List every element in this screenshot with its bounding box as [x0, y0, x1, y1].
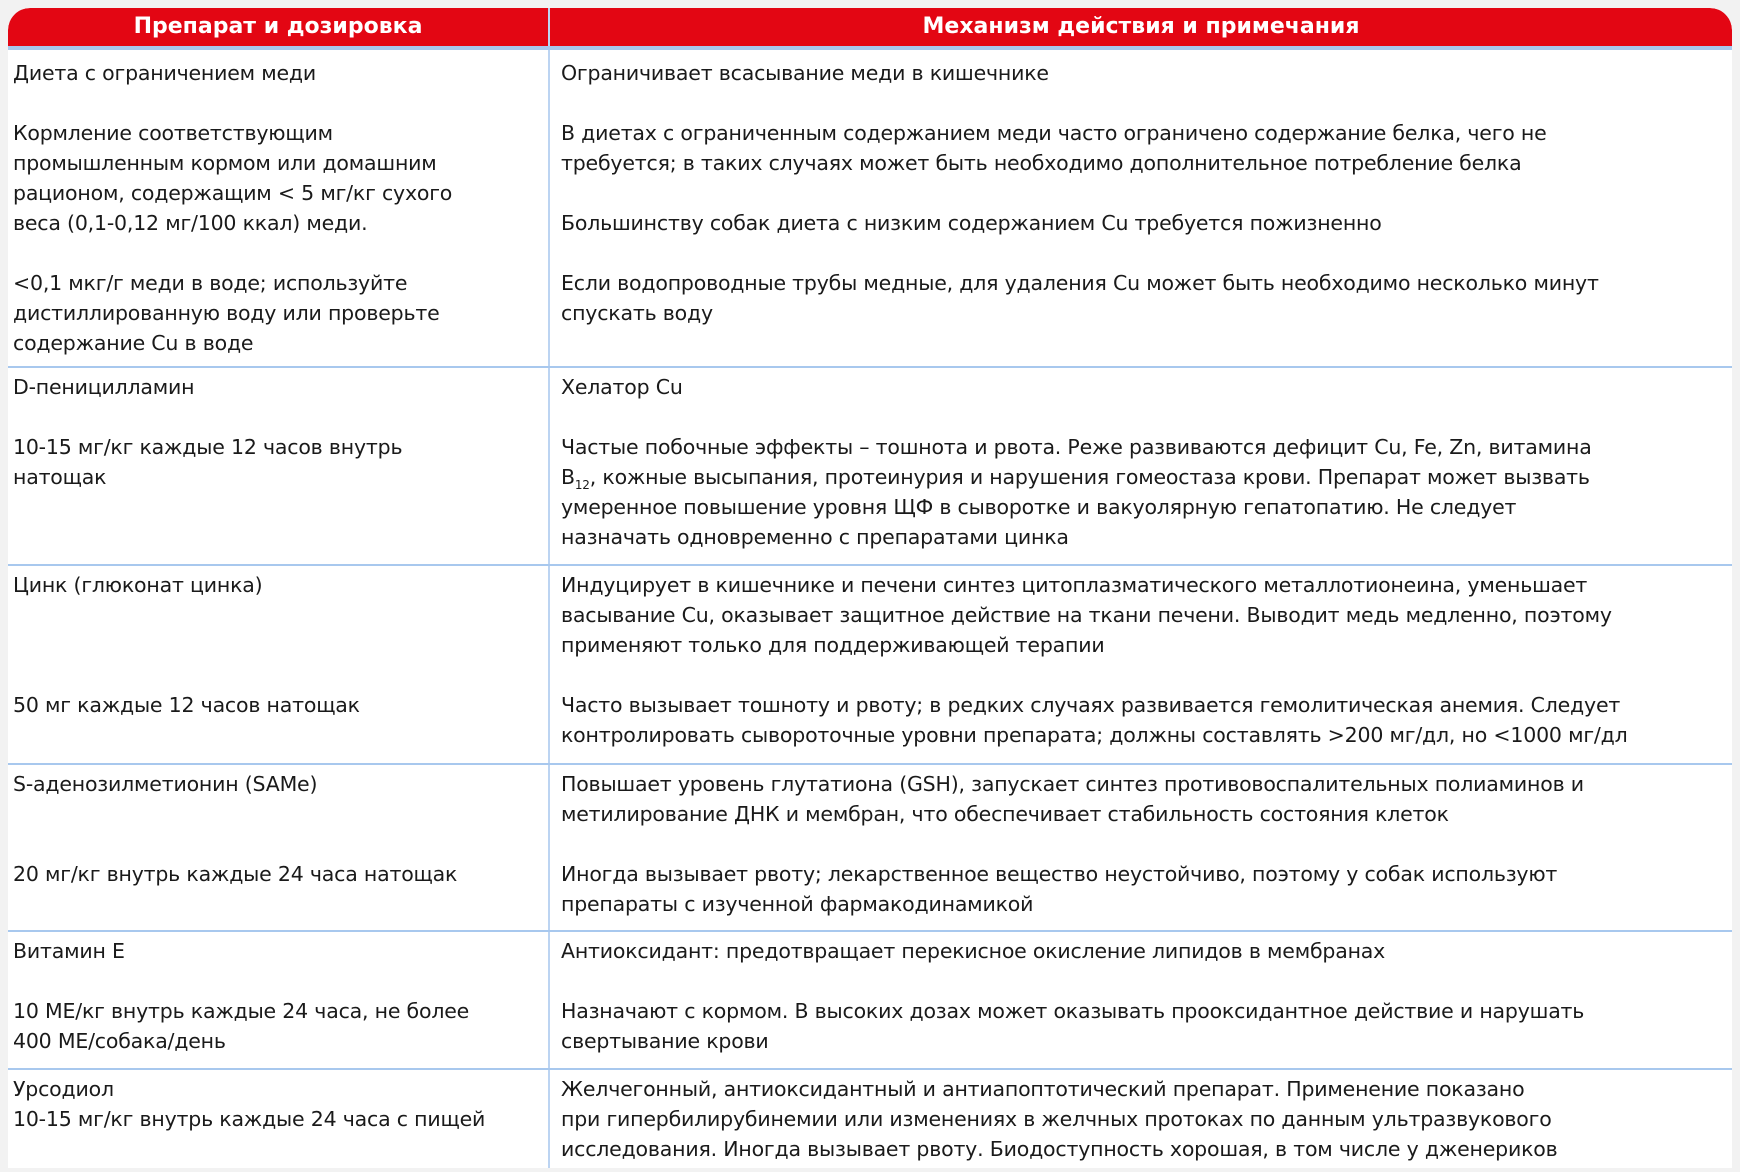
subscript: 12	[574, 478, 590, 493]
drug-cell: Урсодиол 10-15 мг/кг внутрь каждые 24 ча…	[8, 1070, 550, 1168]
note-text: Большинству собак диета с низким содержа…	[561, 211, 1382, 235]
dosage-text: 10-15 мг/кг каждые 12 часов внутрь натощ…	[13, 435, 403, 489]
note-text: Частые побочные эффекты – тошнота и рвот…	[561, 432, 1724, 552]
notes-cell: Ограничивает всасывание меди в кишечнике…	[550, 50, 1732, 366]
dosage-text: 10 МЕ/кг внутрь каждые 24 часа, не более…	[13, 999, 470, 1053]
note-text: Повышает уровень глутатиона (GSH), запус…	[561, 772, 1584, 826]
drug-cell: Витамин E 10 МЕ/кг внутрь каждые 24 часа…	[8, 932, 550, 1068]
notes-cell: Повышает уровень глутатиона (GSH), запус…	[550, 765, 1732, 930]
table-row-ursodiol: Урсодиол 10-15 мг/кг внутрь каждые 24 ча…	[8, 1068, 1732, 1168]
note-part: Частые побочные эффекты – тошнота и рвот…	[561, 435, 1592, 489]
drug-name: S-аденозилметионин (SAMe)	[13, 772, 318, 796]
note-text: В диетах с ограниченным содержанием меди…	[561, 121, 1547, 175]
notes-cell: Желчегонный, антиоксидантный и антиапопт…	[550, 1070, 1732, 1168]
note-text: Назначают с кормом. В высоких дозах може…	[561, 999, 1585, 1053]
dosage-text: Кормление соответствующим промышленным к…	[13, 121, 453, 235]
table-row-vitamin-e: Витамин E 10 МЕ/кг внутрь каждые 24 часа…	[8, 930, 1732, 1068]
drug-table: Препарат и дозировка Механизм действия и…	[8, 8, 1732, 1168]
notes-cell: Индуцирует в кишечнике и печени синтез ц…	[550, 566, 1732, 763]
dosage-text: <0,1 мкг/г меди в воде; используйте дист…	[13, 271, 440, 355]
drug-name: D-пеницилламин	[13, 375, 195, 399]
note-text: Желчегонный, антиоксидантный и антиапопт…	[561, 1077, 1558, 1161]
drug-cell: Цинк (глюконат цинка) 50 мг каждые 12 ча…	[8, 566, 550, 763]
note-text: Хелатор Cu	[561, 375, 683, 399]
drug-name: Цинк (глюконат цинка)	[13, 573, 263, 597]
table-row-zinc: Цинк (глюконат цинка) 50 мг каждые 12 ча…	[8, 564, 1732, 763]
header-mechanism-notes: Механизм действия и примечания	[922, 14, 1360, 39]
drug-cell: S-аденозилметионин (SAMe) 20 мг/кг внутр…	[8, 765, 550, 930]
dosage-text: 20 мг/кг внутрь каждые 24 часа натощак	[13, 862, 458, 886]
dosage-text: 50 мг каждые 12 часов натощак	[13, 693, 360, 717]
table-header: Препарат и дозировка Механизм действия и…	[8, 8, 1732, 48]
note-text: Индуцирует в кишечнике и печени синтез ц…	[561, 573, 1612, 657]
note-text: Антиоксидант: предотвращает перекисное о…	[561, 939, 1386, 963]
table-row-copper-diet: Диета с ограничением меди Кормление соот…	[8, 48, 1732, 366]
table-row-same: S-аденозилметионин (SAMe) 20 мг/кг внутр…	[8, 763, 1732, 930]
note-text: Если водопроводные трубы медные, для уда…	[561, 271, 1599, 325]
note-text: Часто вызывает тошноту и рвоту; в редких…	[561, 693, 1628, 747]
drug-name: Диета с ограничением меди	[13, 61, 316, 85]
note-text: Иногда вызывает рвоту; лекарственное вещ…	[561, 862, 1558, 916]
drug-name: Витамин E	[13, 939, 125, 963]
table-row-d-penicillamine: D-пеницилламин 10-15 мг/кг каждые 12 час…	[8, 366, 1732, 564]
note-part: , кожные высыпания, протеинурия и наруше…	[561, 465, 1590, 549]
drug-cell: Диета с ограничением меди Кормление соот…	[8, 50, 550, 366]
note-text: Ограничивает всасывание меди в кишечнике	[561, 61, 1049, 85]
notes-cell: Антиоксидант: предотвращает перекисное о…	[550, 932, 1732, 1068]
notes-cell: Хелатор Cu Частые побочные эффекты – тош…	[550, 368, 1732, 564]
header-drug-dosage: Препарат и дозировка	[8, 8, 550, 46]
drug-cell: D-пеницилламин 10-15 мг/кг каждые 12 час…	[8, 368, 550, 564]
drug-name-and-dosage: Урсодиол 10-15 мг/кг внутрь каждые 24 ча…	[13, 1077, 486, 1131]
